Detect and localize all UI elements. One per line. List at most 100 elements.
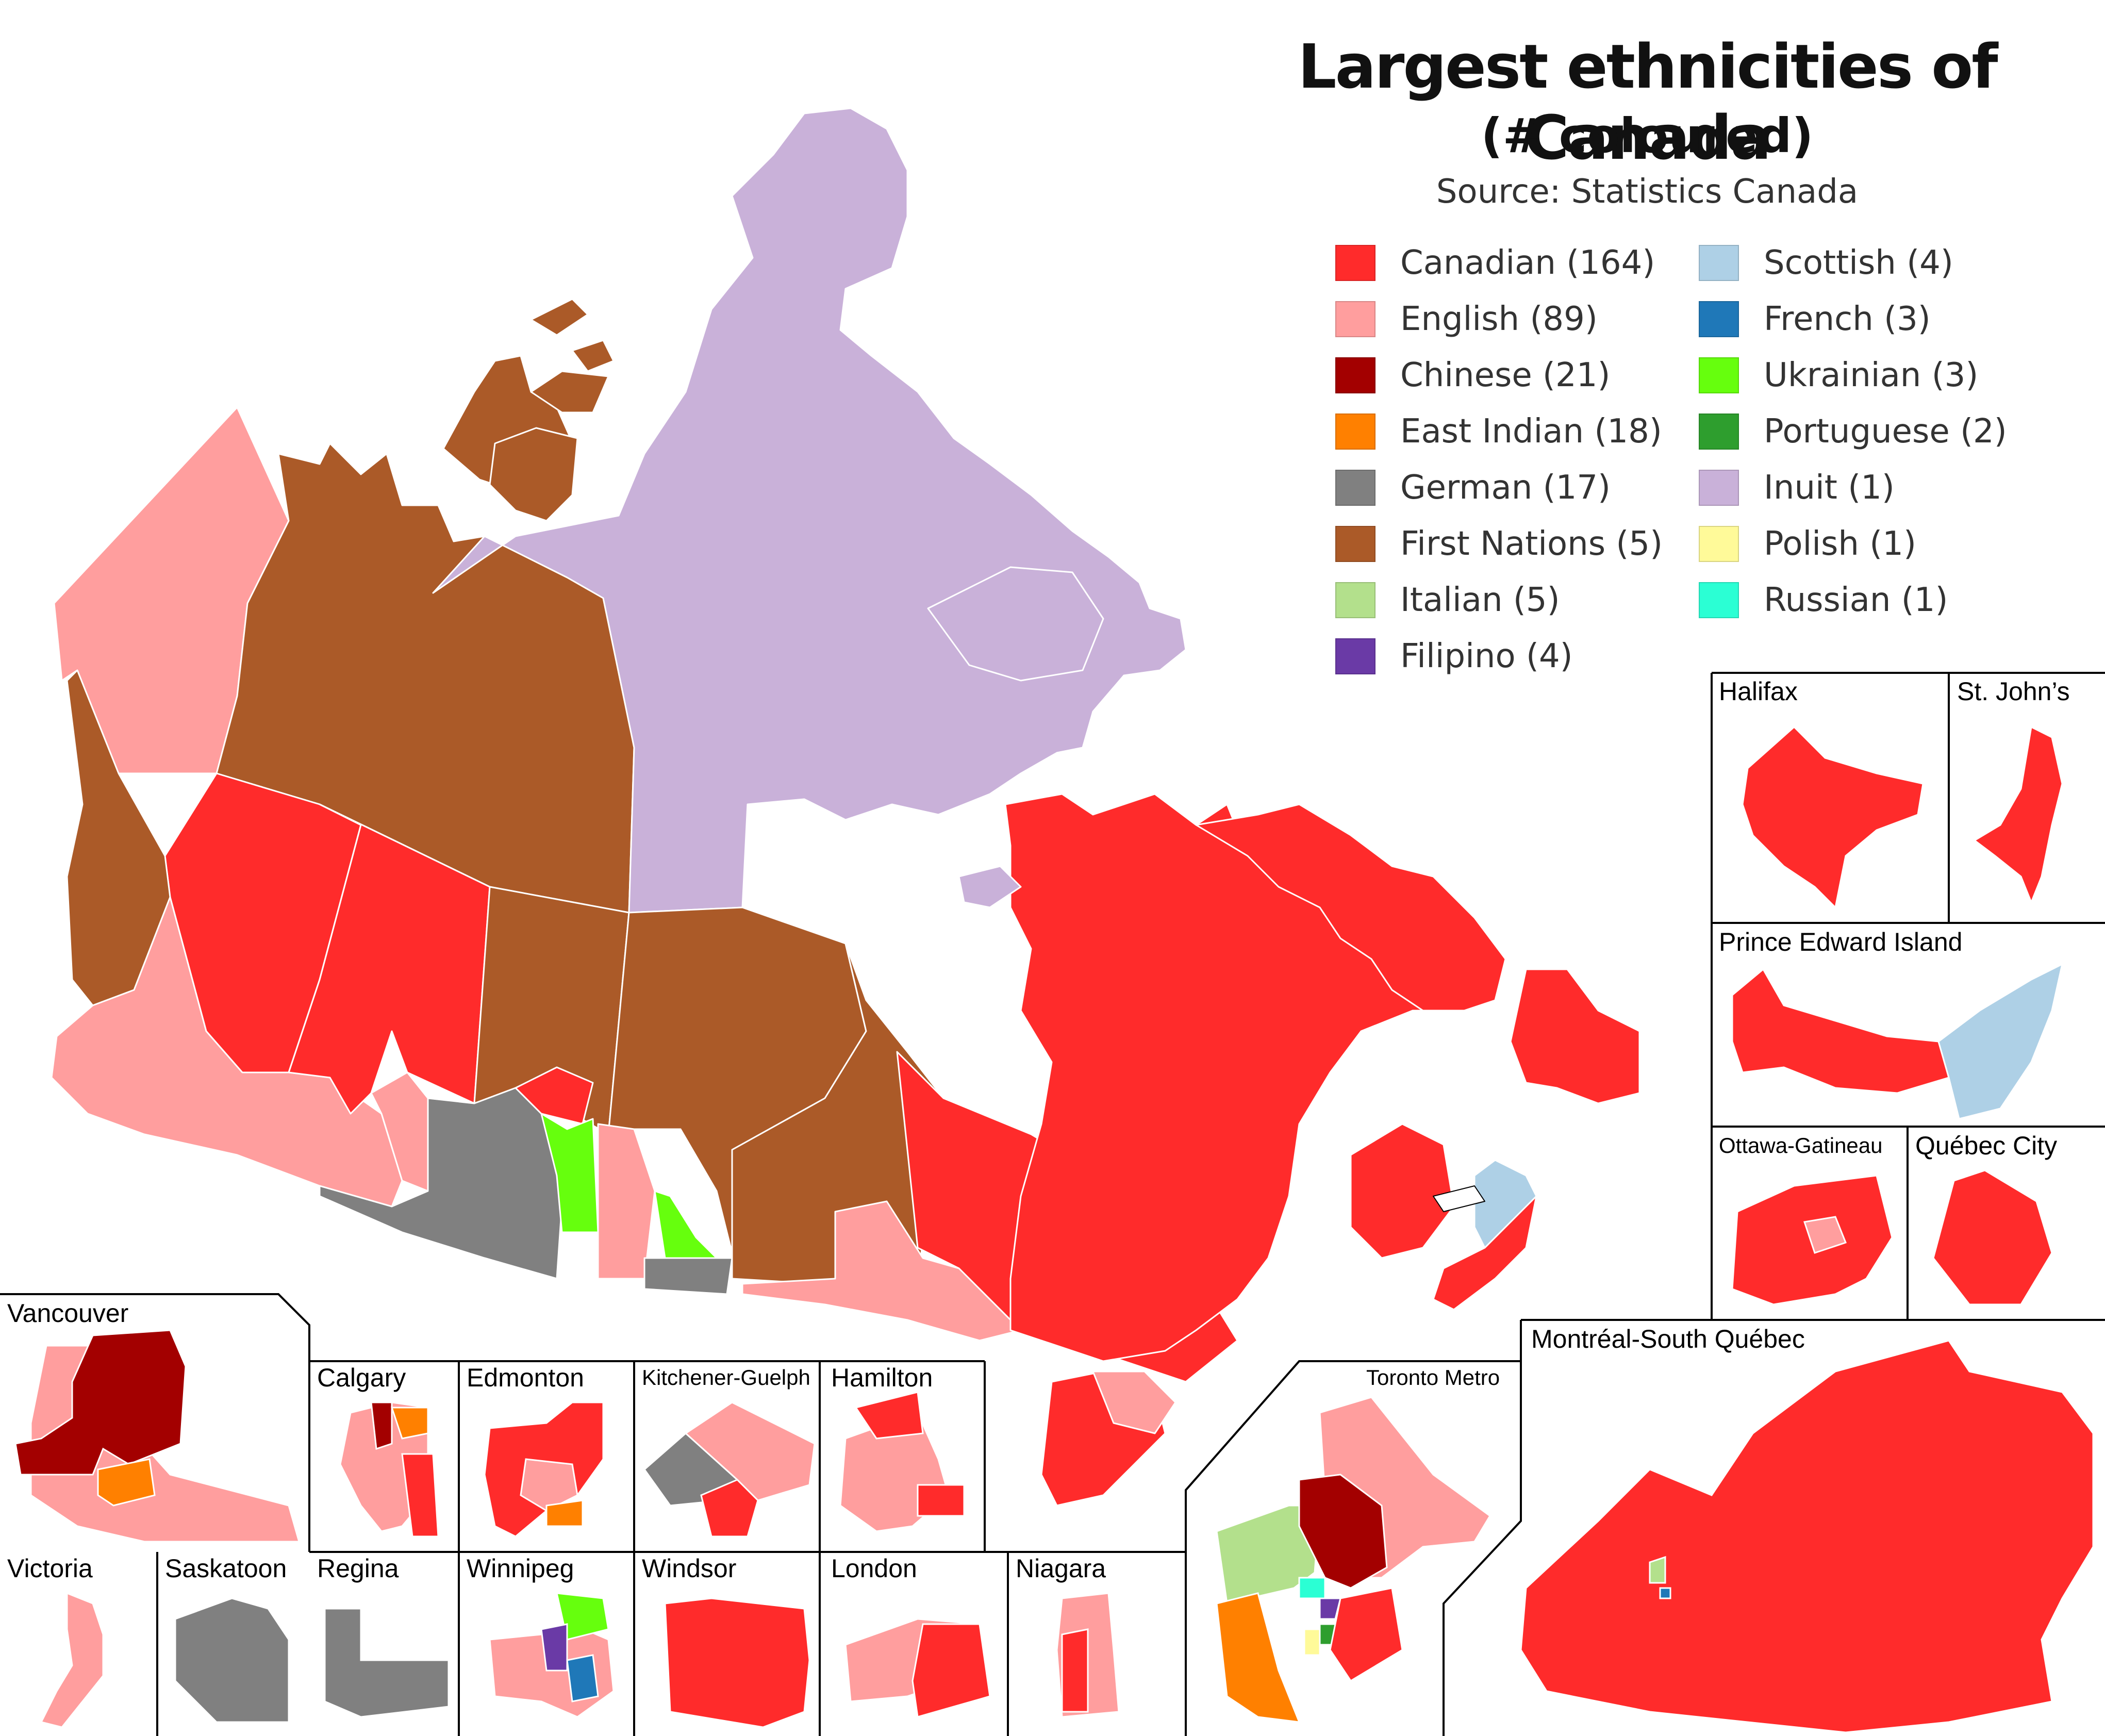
legend-label: First Nations (5) — [1400, 524, 1663, 563]
legend-swatch — [1335, 413, 1375, 450]
region-pei-small — [1433, 1185, 1485, 1212]
toronto-canadian — [1329, 1587, 1403, 1682]
region-small-islands — [530, 298, 615, 372]
legend-swatch — [1699, 244, 1739, 281]
legend-label: English (89) — [1400, 300, 1598, 338]
toronto-polish — [1303, 1628, 1321, 1656]
legend-swatch — [1699, 582, 1739, 618]
halifax-canadian — [1742, 725, 1924, 910]
legend-item: German (17) — [1335, 459, 1663, 516]
london-canadian — [911, 1623, 991, 1718]
hamilton-canadian-b — [917, 1484, 965, 1517]
region-victoria-island — [489, 427, 578, 522]
legend-item: Chinese (21) — [1335, 347, 1663, 403]
inset-label-winnipeg: Winnipeg — [467, 1554, 574, 1583]
edmonton-east-indian — [545, 1499, 584, 1527]
legend-label: French (3) — [1764, 300, 1931, 338]
legend-swatch — [1335, 244, 1375, 281]
main-map — [51, 107, 1640, 1507]
inset-label-vancouver: Vancouver — [7, 1299, 129, 1328]
legend-item: Canadian (164) — [1335, 235, 1663, 291]
legend-item: Italian (5) — [1335, 572, 1663, 628]
legend-label: Polish (1) — [1764, 524, 1916, 563]
inset-label-hamilton: Hamilton — [831, 1363, 933, 1392]
region-manitoba-south — [597, 1123, 656, 1280]
legend-swatch — [1335, 638, 1375, 674]
inset-label-stjohns: St. John’s — [1957, 677, 2070, 706]
inset-label-toronto: Toronto Metro — [1366, 1365, 1500, 1390]
legend-swatch — [1699, 525, 1739, 562]
region-new-brunswick — [1350, 1123, 1455, 1259]
calgary-chinese — [370, 1401, 393, 1450]
region-baffin — [927, 566, 1104, 682]
legend-item: Ukrainian (3) — [1699, 347, 2007, 403]
legend-item: Russian (1) — [1699, 572, 2007, 628]
legend-item: Filipino (4) — [1335, 628, 1663, 684]
inset-label-london: London — [831, 1554, 917, 1583]
toronto-east-indian — [1216, 1592, 1301, 1723]
legend-label: Inuit (1) — [1764, 468, 1895, 507]
legend-item: Portuguese (2) — [1699, 403, 2007, 459]
legend-swatch — [1699, 469, 1739, 506]
inset-shapes — [14, 725, 2094, 1733]
region-manitoba-ukrainian — [654, 1190, 718, 1259]
vancouver-east-indian — [97, 1458, 156, 1507]
legend-label: Russian (1) — [1764, 581, 1948, 619]
legend-swatch — [1699, 357, 1739, 393]
region-saskatchewan-east — [515, 1066, 594, 1125]
inset-label-victoria: Victoria — [7, 1554, 93, 1583]
legend-swatch — [1335, 301, 1375, 337]
region-manitoba-german — [643, 1257, 733, 1295]
legend-item: English (89) — [1335, 291, 1663, 347]
legend-item: Polish (1) — [1699, 516, 2007, 572]
southampton-island — [958, 865, 1022, 908]
montreal-canadian — [1520, 1340, 2094, 1733]
pei-canadian — [1731, 968, 1950, 1094]
regina-german — [324, 1608, 450, 1718]
inset-label-calgary: Calgary — [317, 1363, 406, 1392]
winnipeg-french — [566, 1654, 599, 1702]
legend-label: German (17) — [1400, 468, 1611, 507]
winnipeg-filipino — [540, 1623, 568, 1672]
montreal-french — [1659, 1587, 1671, 1599]
map-subtitle: (# coloured) — [1481, 108, 1814, 163]
legend-item: French (3) — [1699, 291, 2007, 347]
legend-swatch — [1699, 413, 1739, 450]
region-labrador — [1195, 803, 1506, 1012]
legend-item: Scottish (4) — [1699, 235, 2007, 291]
calgary-east-indian — [390, 1407, 429, 1440]
windsor-canadian — [664, 1597, 810, 1728]
victoria-english — [40, 1592, 104, 1728]
region-ontario-south-english — [741, 1200, 1022, 1342]
kitchener-canadian — [700, 1479, 759, 1537]
legend-label: Canadian (164) — [1400, 243, 1655, 282]
saskatoon-german — [174, 1597, 290, 1723]
legend-label: Scottish (4) — [1764, 243, 1953, 282]
legend-item: East Indian (18) — [1335, 403, 1663, 459]
montreal-italian — [1649, 1556, 1666, 1584]
inset-label-niagara: Niagara — [1016, 1554, 1106, 1583]
inset-frames — [0, 672, 2105, 1736]
legend-swatch — [1335, 525, 1375, 562]
inset-label-edmonton: Edmonton — [467, 1363, 584, 1392]
legend-swatch — [1699, 301, 1739, 337]
ottawa-english — [1803, 1216, 1847, 1254]
legend-label: Portuguese (2) — [1764, 412, 2007, 451]
map-source: Source: Statistics Canada — [1436, 173, 1859, 211]
inset-label-saskatoon: Saskatoon — [165, 1554, 287, 1583]
toronto-russian — [1298, 1577, 1326, 1599]
legend-swatch — [1335, 582, 1375, 618]
inset-label-regina: Regina — [317, 1554, 399, 1583]
inset-label-ottawa: Ottawa-Gatineau — [1719, 1133, 1883, 1158]
legend-item: Inuit (1) — [1699, 459, 2007, 516]
pei-scottish — [1937, 963, 2064, 1120]
legend-label: Italian (5) — [1400, 581, 1560, 619]
legend-swatch — [1335, 469, 1375, 506]
inset-label-pei: Prince Edward Island — [1719, 928, 1963, 956]
legend-swatch — [1335, 357, 1375, 393]
legend-column-right: Scottish (4) French (3) Ukrainian (3) Po… — [1699, 235, 2007, 628]
region-arctic-island-banks — [530, 370, 609, 414]
vancouver-chinese — [14, 1329, 187, 1476]
legend-item: First Nations (5) — [1335, 516, 1663, 572]
